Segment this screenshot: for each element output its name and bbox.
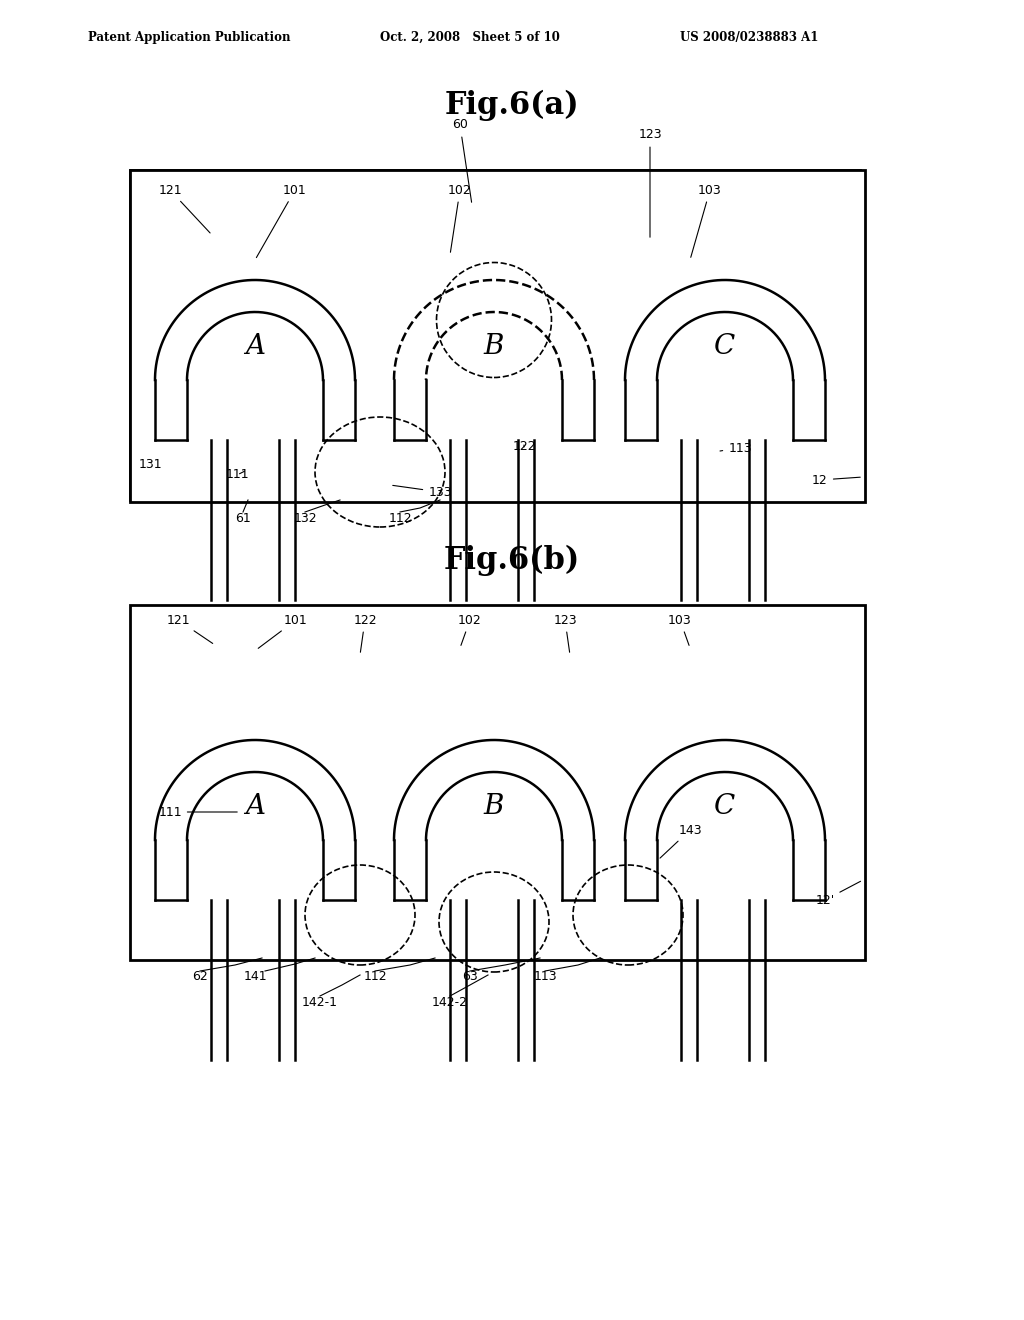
Text: 62: 62 bbox=[193, 970, 208, 983]
Text: 123: 123 bbox=[638, 128, 662, 238]
Text: B: B bbox=[483, 792, 504, 820]
Text: 103: 103 bbox=[668, 614, 692, 645]
Text: Patent Application Publication: Patent Application Publication bbox=[88, 30, 291, 44]
Text: 12: 12 bbox=[812, 474, 860, 487]
Text: 122: 122 bbox=[353, 614, 377, 652]
Bar bbox=[130, 605, 865, 960]
Text: 131: 131 bbox=[138, 458, 162, 471]
Text: US 2008/0238883 A1: US 2008/0238883 A1 bbox=[680, 30, 818, 44]
Text: 111: 111 bbox=[225, 469, 249, 482]
Text: 123: 123 bbox=[553, 614, 577, 652]
Text: 63: 63 bbox=[462, 970, 478, 983]
Text: 132: 132 bbox=[293, 511, 316, 524]
Bar bbox=[130, 170, 865, 502]
Text: Fig.6(a): Fig.6(a) bbox=[444, 90, 580, 120]
Text: 143: 143 bbox=[660, 824, 701, 858]
Text: Oct. 2, 2008   Sheet 5 of 10: Oct. 2, 2008 Sheet 5 of 10 bbox=[380, 30, 560, 44]
Text: 111: 111 bbox=[158, 805, 238, 818]
Text: A: A bbox=[245, 792, 265, 820]
Text: 12': 12' bbox=[815, 882, 860, 907]
Text: 142-1: 142-1 bbox=[302, 995, 338, 1008]
Text: C: C bbox=[715, 792, 735, 820]
Bar bbox=[130, 170, 860, 500]
Text: 112: 112 bbox=[388, 511, 412, 524]
Text: 121: 121 bbox=[158, 183, 210, 232]
Text: 133: 133 bbox=[393, 486, 452, 499]
Text: 112: 112 bbox=[364, 970, 387, 983]
Text: 121: 121 bbox=[166, 614, 213, 643]
Text: 102: 102 bbox=[449, 183, 472, 252]
Text: 102: 102 bbox=[458, 614, 482, 645]
Text: 61: 61 bbox=[236, 511, 251, 524]
Text: 122: 122 bbox=[512, 441, 536, 454]
Text: 113: 113 bbox=[720, 441, 752, 454]
Text: 103: 103 bbox=[691, 183, 722, 257]
Text: Fig.6(b): Fig.6(b) bbox=[443, 544, 581, 576]
Text: C: C bbox=[715, 333, 735, 359]
Text: 113: 113 bbox=[534, 970, 557, 983]
Text: 60: 60 bbox=[452, 119, 472, 202]
Text: 101: 101 bbox=[256, 183, 307, 257]
Text: A: A bbox=[245, 333, 265, 359]
Text: B: B bbox=[483, 333, 504, 359]
Text: 141: 141 bbox=[243, 970, 267, 983]
Text: 101: 101 bbox=[258, 614, 308, 648]
Text: 142-2: 142-2 bbox=[432, 995, 468, 1008]
